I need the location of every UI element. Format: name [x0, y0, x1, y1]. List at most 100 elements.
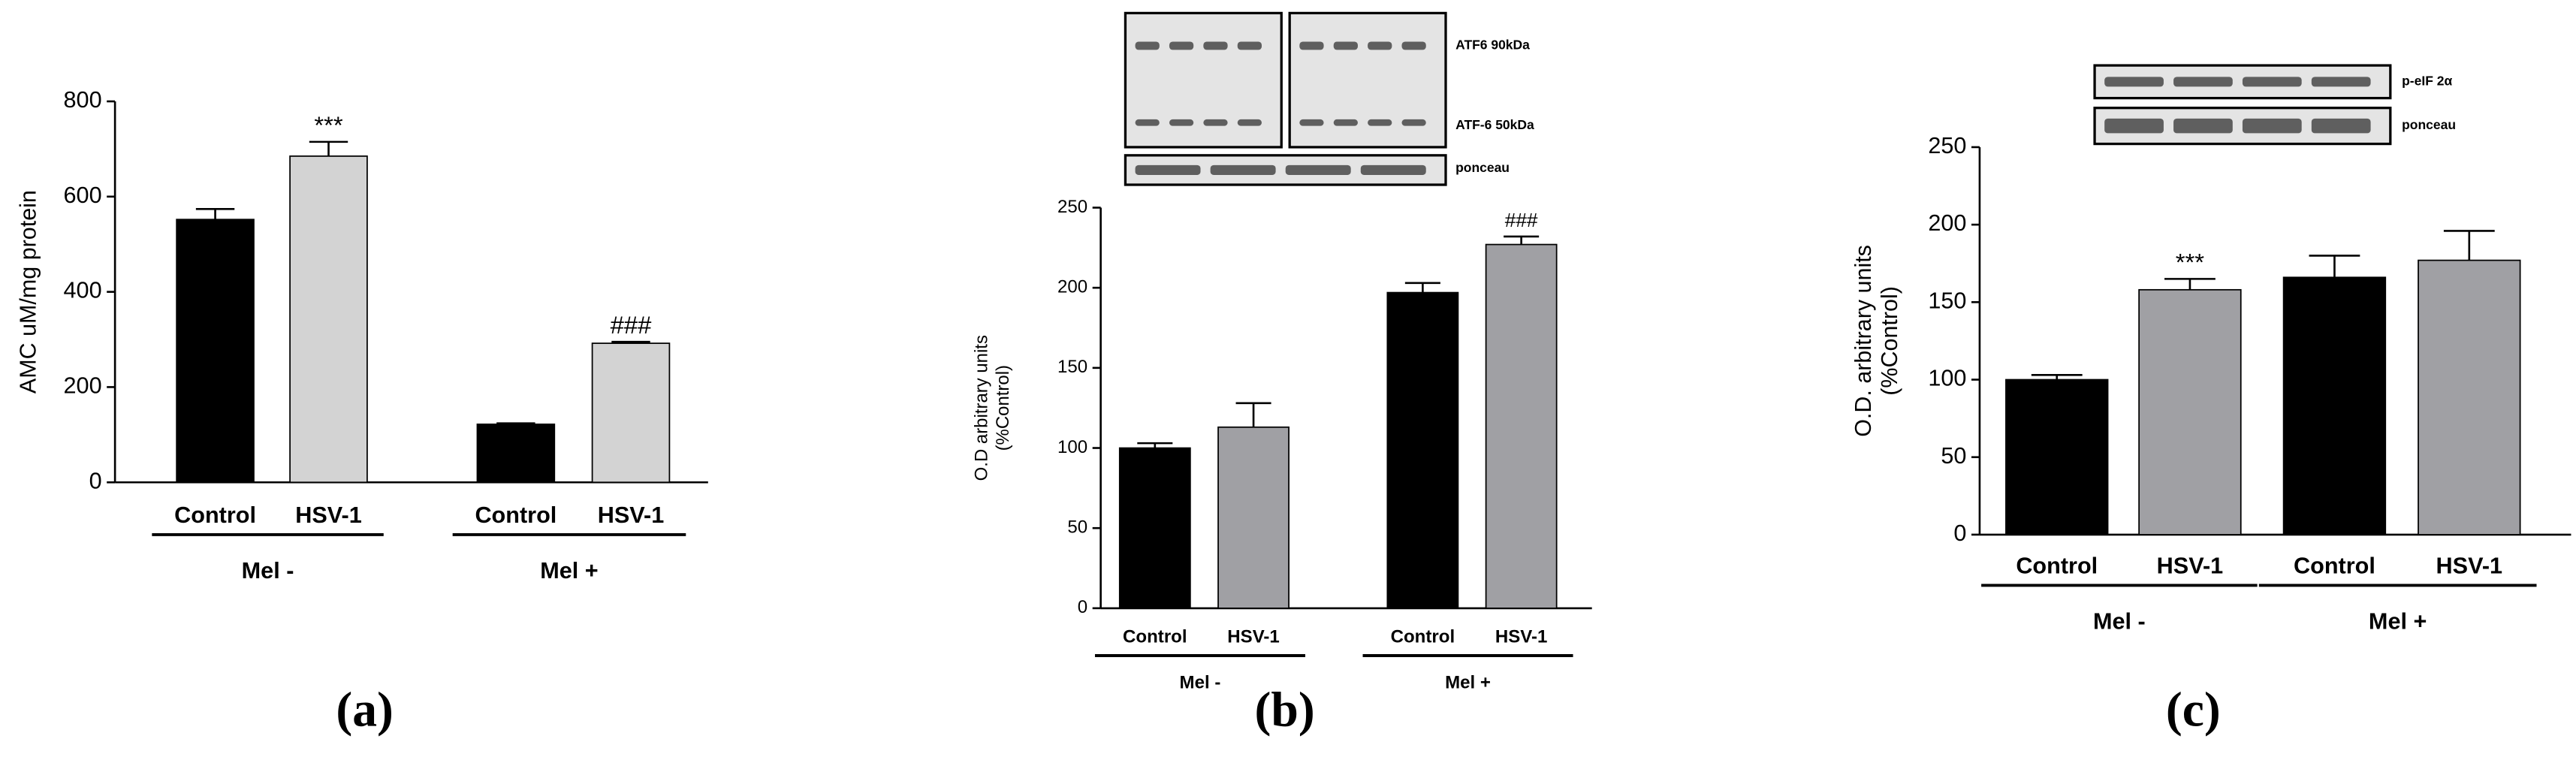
blot-band [1368, 41, 1392, 50]
bar [476, 424, 556, 484]
error-bar [1235, 402, 1271, 427]
group-label: Mel + [540, 558, 598, 584]
y-tick-label: 100 [1057, 437, 1087, 457]
x-tick-label: Control [2016, 553, 2098, 579]
group-label: Mel - [2093, 609, 2146, 635]
blot-band [1135, 41, 1160, 50]
y-axis-label: O.D arbitrary units [971, 335, 991, 481]
x-tick-label: HSV-1 [598, 502, 665, 528]
y-tick-label: 50 [1067, 517, 1087, 538]
group-label: Mel - [242, 558, 294, 584]
blot-band [1203, 119, 1228, 126]
x-tick-label: Control [174, 502, 256, 528]
y-axis-label: AMC uM/mg protein [15, 190, 41, 394]
blot-band [1401, 41, 1426, 50]
error-bar [309, 140, 348, 156]
blot-band [1333, 119, 1358, 126]
error-bar [2031, 374, 2083, 380]
group-label: Mel - [1180, 672, 1221, 692]
blot-band [1401, 119, 1426, 126]
y-tick-label: 200 [1057, 277, 1087, 297]
blot-band [2104, 77, 2164, 87]
blot-band [2311, 118, 2371, 134]
x-tick-label: HSV-1 [1495, 626, 1548, 647]
bar [176, 219, 255, 484]
bar [591, 342, 671, 484]
error-bar [2443, 230, 2495, 261]
group-label: Mel + [2369, 609, 2427, 635]
x-tick-label: HSV-1 [2157, 553, 2224, 579]
bar [1118, 447, 1191, 609]
y-tick-label: 150 [1057, 357, 1087, 377]
error-bar [195, 207, 235, 220]
y-tick-label: 0 [89, 468, 102, 493]
error-bar [2309, 255, 2360, 278]
significance-label: ### [1505, 209, 1538, 231]
blot-label: p-eIF 2α [2402, 73, 2452, 88]
y-tick-label: 0 [1078, 597, 1087, 617]
bar [2005, 378, 2109, 535]
blot-band [1210, 164, 1276, 175]
y-tick-label: 400 [64, 278, 102, 303]
blot-frame [1288, 11, 1447, 149]
y-tick-label: 250 [1057, 197, 1087, 217]
y-axis-label: O.D. arbitrary units [1851, 245, 1876, 437]
blot-band [1237, 41, 1262, 50]
panel-label: (b) [1255, 683, 1315, 737]
significance-label: ### [611, 311, 653, 339]
blot-band [2242, 77, 2302, 87]
blot-band [1135, 119, 1160, 126]
blot-label: ponceau [2402, 117, 2456, 132]
panel-label: (c) [2166, 683, 2221, 737]
error-bar [2164, 278, 2216, 290]
blot-label: ATF6 90kDa [1455, 38, 1530, 53]
blot-band [2104, 118, 2164, 134]
significance-label: *** [2176, 248, 2205, 276]
error-bar [1504, 235, 1540, 245]
blot-band [1169, 41, 1194, 50]
panel-label: (a) [336, 683, 394, 737]
blot-label: ponceau [1455, 160, 1510, 175]
bar [2418, 259, 2521, 535]
bar [1485, 243, 1558, 609]
blot-band [1203, 41, 1228, 50]
error-bar [1137, 442, 1173, 448]
y-tick-label: 50 [1941, 443, 1966, 469]
blot-band [1169, 119, 1194, 126]
blot-band [1333, 41, 1358, 50]
y-tick-label: 100 [1928, 366, 1966, 391]
error-bar [1404, 282, 1440, 293]
y-axis-label: (%Control) [993, 365, 1013, 451]
bar [1386, 291, 1459, 609]
y-tick-label: 800 [64, 87, 102, 113]
blot-band [2173, 77, 2233, 87]
bar [289, 155, 368, 484]
x-tick-label: Control [1391, 626, 1455, 647]
x-tick-label: Control [2294, 553, 2375, 579]
bar [1217, 426, 1290, 609]
blot-band [1299, 119, 1324, 126]
blot-band [2311, 77, 2371, 87]
y-tick-label: 600 [64, 182, 102, 208]
group-label: Mel + [1445, 672, 1491, 692]
blot-label: ATF-6 50kDa [1455, 117, 1534, 132]
blot-band [1135, 164, 1201, 175]
x-tick-label: HSV-1 [295, 502, 362, 528]
y-tick-label: 250 [1928, 133, 1966, 158]
y-tick-label: 200 [64, 373, 102, 399]
blot-frame [1124, 11, 1283, 149]
blot-band [2242, 118, 2302, 134]
x-tick-label: Control [475, 502, 557, 528]
bar [2138, 288, 2242, 535]
blot-band [1368, 119, 1392, 126]
bar [2282, 276, 2387, 535]
y-axis-label: (%Control) [1877, 286, 1902, 396]
x-tick-label: Control [1123, 626, 1187, 647]
significance-label: *** [314, 111, 343, 139]
blot-band [1360, 164, 1426, 175]
y-tick-label: 150 [1928, 288, 1966, 313]
error-bar [611, 340, 650, 344]
y-tick-label: 200 [1928, 210, 1966, 236]
x-tick-label: HSV-1 [1227, 626, 1280, 647]
